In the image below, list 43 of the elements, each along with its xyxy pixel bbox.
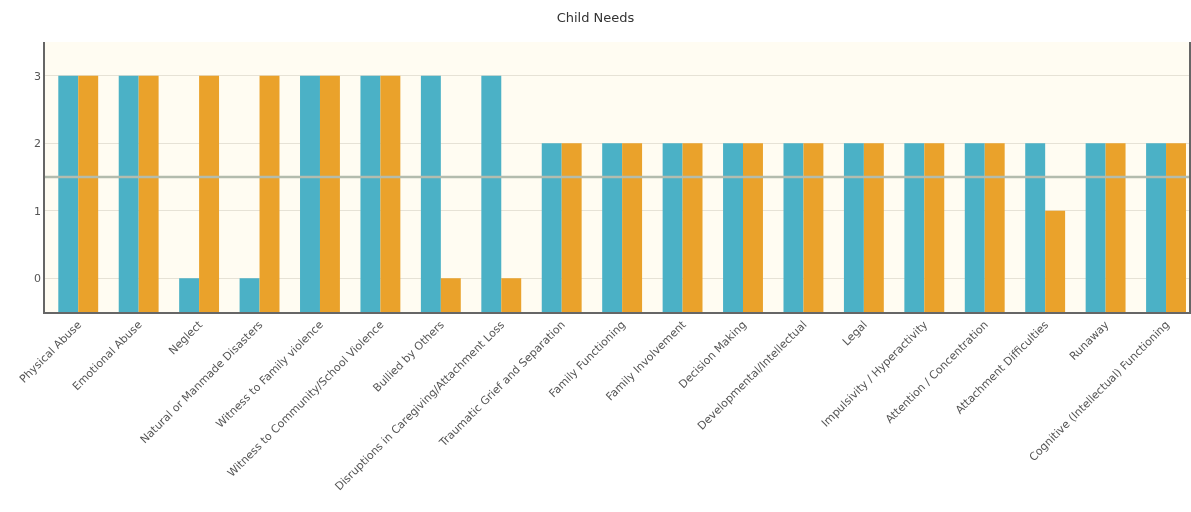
bar: [440, 278, 461, 312]
bar: [602, 143, 623, 312]
bar: [723, 143, 743, 312]
bar: [803, 143, 824, 312]
bar: [118, 75, 139, 312]
bar: [783, 143, 804, 312]
bar: [420, 75, 441, 312]
bar: [1146, 143, 1167, 312]
chart-title: Child Needs: [556, 9, 635, 25]
y-tick-label: 3: [34, 69, 42, 83]
bar: [319, 75, 340, 312]
bar: [199, 75, 220, 312]
bar: [984, 143, 1005, 312]
bar: [1045, 210, 1066, 312]
bar: [863, 143, 884, 312]
bar: [682, 143, 703, 312]
bar: [300, 75, 320, 312]
y-tick-label: 0: [34, 272, 42, 286]
bar: [1025, 143, 1046, 312]
y-tick-label: 1: [34, 204, 42, 218]
bar: [58, 75, 79, 312]
bar: [1105, 143, 1126, 312]
bar: [380, 75, 401, 312]
bar: [78, 75, 99, 312]
bar: [904, 143, 925, 312]
bar: [743, 143, 763, 312]
bar: [259, 75, 280, 312]
bar: [843, 143, 864, 312]
bar: [622, 143, 643, 312]
y-tick-label: 2: [34, 137, 42, 151]
bar: [541, 143, 562, 312]
bar: [360, 75, 381, 312]
bar: [239, 278, 260, 312]
bar: [964, 143, 985, 312]
bar: [662, 143, 683, 312]
bar: [138, 75, 159, 312]
bar: [561, 143, 582, 312]
bar: [501, 278, 522, 312]
bar: [1085, 143, 1106, 312]
bar: [481, 75, 502, 312]
bar: [924, 143, 945, 312]
bar: [179, 278, 200, 312]
bar: [1166, 143, 1186, 312]
